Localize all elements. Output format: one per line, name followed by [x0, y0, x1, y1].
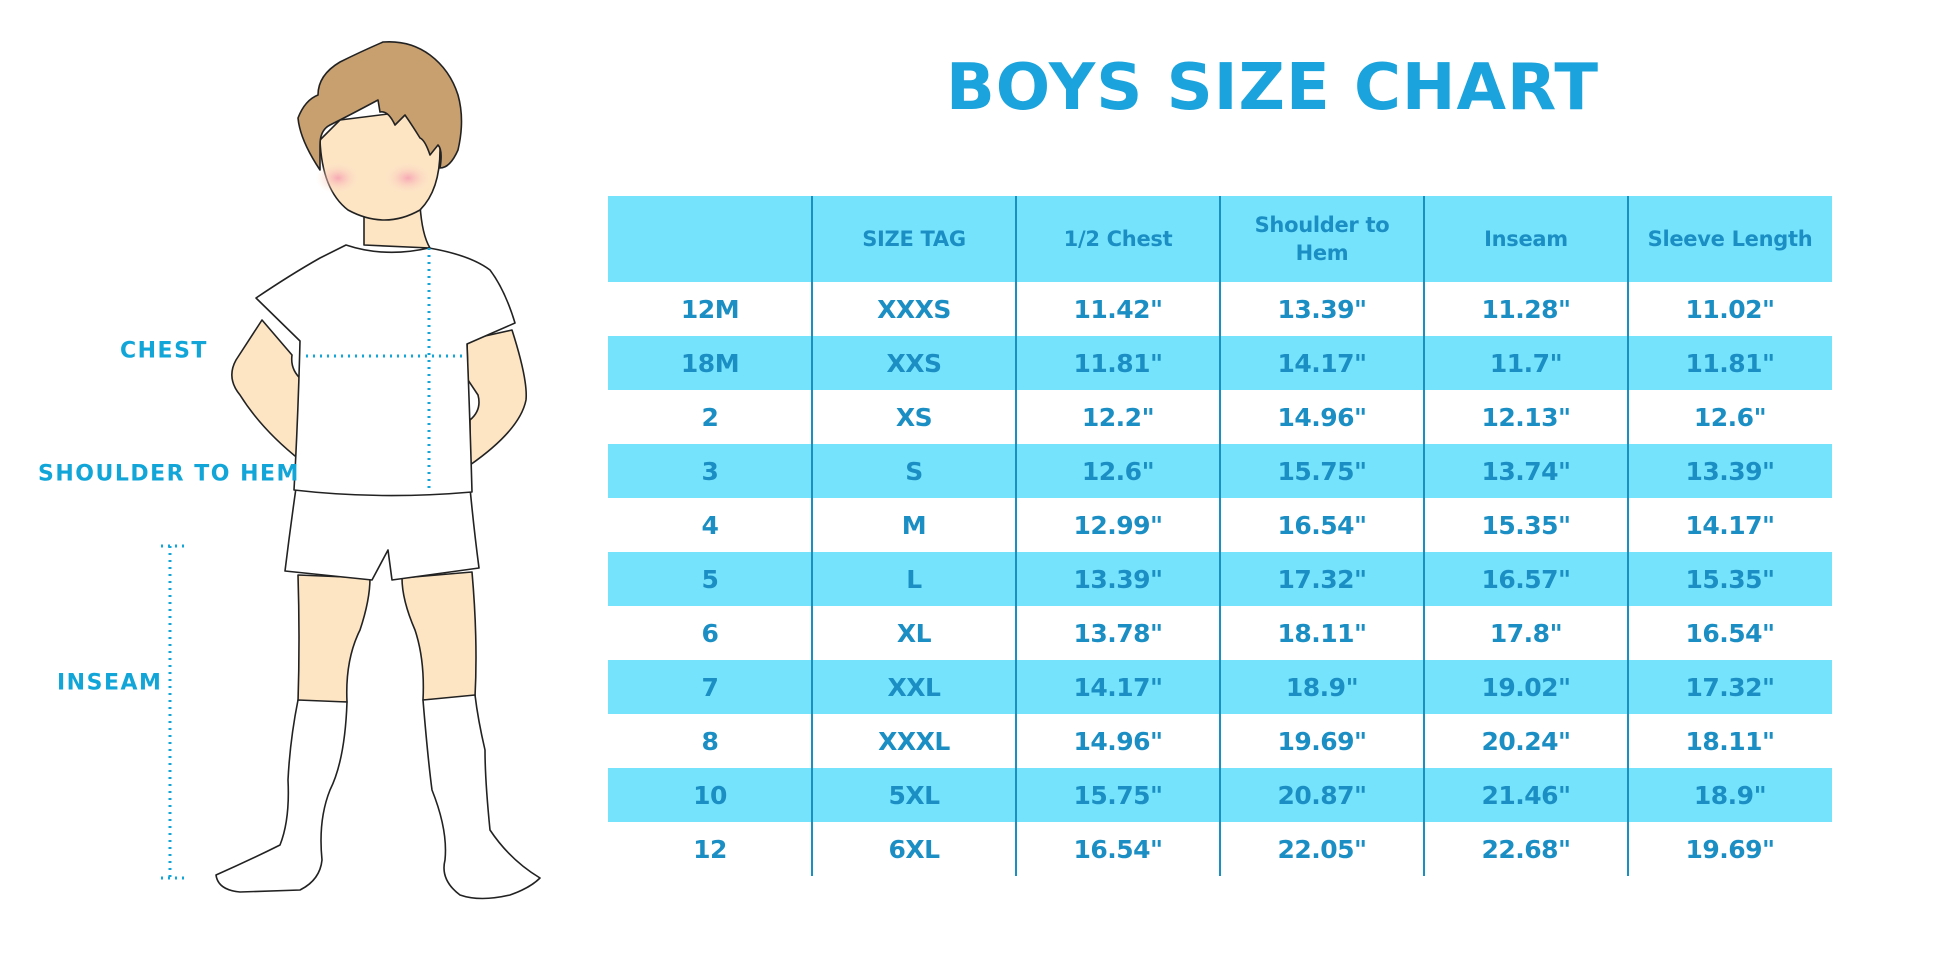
table-cell: 11.7"	[1489, 348, 1563, 378]
table-cell: 10	[693, 780, 727, 810]
table-row: 4 M 12.99" 16.54" 15.35" 14.17"	[608, 498, 1832, 552]
table-cell: 7	[701, 672, 719, 702]
table-cell: 16.54"	[1685, 618, 1775, 648]
table-cell: 22.68"	[1481, 834, 1571, 864]
table-cell: XXXS	[877, 294, 951, 324]
size-table: SIZE TAG 1/2 Chest Shoulder to Hem Insea…	[608, 196, 1832, 876]
header-cell: Sleeve Length	[1647, 227, 1813, 251]
left-leg	[297, 574, 371, 703]
table-cell: 18.9"	[1285, 672, 1359, 702]
column-divider	[1219, 196, 1221, 876]
table-cell: 16.54"	[1073, 834, 1163, 864]
table-cell: 15.35"	[1481, 510, 1571, 540]
inseam-label: INSEAM	[57, 670, 163, 696]
table-cell: 13.39"	[1073, 564, 1163, 594]
table-cell: 19.69"	[1277, 726, 1367, 756]
table-cell: 21.46"	[1481, 780, 1571, 810]
table-cell: 15.75"	[1073, 780, 1163, 810]
table-cell: 14.96"	[1073, 726, 1163, 756]
right-sock	[422, 694, 541, 900]
table-cell: 13.39"	[1685, 456, 1775, 486]
table-cell: XS	[895, 402, 933, 432]
table-cell: 12.99"	[1073, 510, 1163, 540]
table-cell: S	[905, 456, 923, 486]
table-cell: XXS	[886, 348, 942, 378]
table-cell: 8	[701, 726, 719, 756]
table-cell: 12.6"	[1081, 456, 1155, 486]
table-cell: 12M	[680, 294, 740, 324]
table-cell: 17.8"	[1489, 618, 1563, 648]
table-cell: 13.74"	[1481, 456, 1571, 486]
table-cell: 12	[693, 834, 727, 864]
table-cell: 19.02"	[1481, 672, 1571, 702]
table-cell: 13.78"	[1073, 618, 1163, 648]
table-cell: 11.81"	[1073, 348, 1163, 378]
table-cell: 11.81"	[1685, 348, 1775, 378]
column-divider	[811, 196, 813, 876]
table-cell: 16.57"	[1481, 564, 1571, 594]
table-cell: 13.39"	[1277, 294, 1367, 324]
table-cell: XL	[896, 618, 932, 648]
header-cell: Inseam	[1484, 227, 1568, 251]
table-row: 2 XS 12.2" 14.96" 12.13" 12.6"	[608, 390, 1832, 444]
table-cell: 6XL	[888, 834, 940, 864]
table-cell: 18M	[680, 348, 740, 378]
table-cell: 15.75"	[1277, 456, 1367, 486]
table-cell: 20.87"	[1277, 780, 1367, 810]
shirt	[255, 244, 516, 497]
table-cell: 14.17"	[1685, 510, 1775, 540]
table-cell: 14.17"	[1277, 348, 1367, 378]
table-cell: XXXL	[878, 726, 950, 756]
header-cell	[608, 196, 812, 282]
table-cell: 22.05"	[1277, 834, 1367, 864]
shorts	[284, 487, 480, 581]
table-cell: 11.02"	[1685, 294, 1775, 324]
boy-illustration	[161, 40, 541, 900]
table-cell: 15.35"	[1685, 564, 1775, 594]
table-cell: 12.13"	[1481, 402, 1571, 432]
column-divider	[1627, 196, 1629, 876]
column-divider	[1015, 196, 1017, 876]
table-cell: XXL	[887, 672, 941, 702]
left-arm	[231, 319, 303, 461]
table-cell: 20.24"	[1481, 726, 1571, 756]
table-row: 6 XL 13.78" 18.11" 17.8" 16.54"	[608, 606, 1832, 660]
right-leg	[401, 571, 477, 701]
table-cell: 12.2"	[1081, 402, 1155, 432]
header-cell: Shoulder to Hem	[1254, 213, 1390, 265]
table-cell: 16.54"	[1277, 510, 1367, 540]
table-row: 12 6XL 16.54" 22.05" 22.68" 19.69"	[608, 822, 1832, 876]
hair	[297, 40, 463, 171]
table-cell: 14.17"	[1073, 672, 1163, 702]
table-cell: 17.32"	[1277, 564, 1367, 594]
header-cell: SIZE TAG	[862, 227, 966, 251]
table-cell: 11.42"	[1073, 294, 1163, 324]
page-title: BOYS SIZE CHART	[946, 51, 1600, 125]
chest-label: CHEST	[120, 338, 208, 364]
table-cell: 5XL	[888, 780, 940, 810]
table-cell: L	[906, 564, 922, 594]
table-cell: 5	[701, 564, 719, 594]
table-cell: 18.11"	[1685, 726, 1775, 756]
right-arm	[466, 329, 528, 466]
table-cell: 18.11"	[1277, 618, 1367, 648]
table-cell: 12.6"	[1693, 402, 1767, 432]
shoulder-to-hem-label: SHOULDER TO HEM	[38, 461, 300, 487]
table-cell: 6	[701, 618, 719, 648]
table-cell: 14.96"	[1277, 402, 1367, 432]
table-cell: 17.32"	[1685, 672, 1775, 702]
column-divider	[1423, 196, 1425, 876]
table-row: 8 XXXL 14.96" 19.69" 20.24" 18.11"	[608, 714, 1832, 768]
table-cell: 4	[701, 510, 719, 540]
header-cell: 1/2 Chest	[1063, 227, 1173, 251]
left-sock	[215, 699, 348, 893]
table-cell: 18.9"	[1693, 780, 1767, 810]
table-cell: 19.69"	[1685, 834, 1775, 864]
table-cell: 2	[701, 402, 719, 432]
table-cell: M	[901, 510, 927, 540]
table-cell: 3	[701, 456, 719, 486]
table-row: 12M XXXS 11.42" 13.39" 11.28" 11.02"	[608, 282, 1832, 336]
table-cell: 11.28"	[1481, 294, 1571, 324]
